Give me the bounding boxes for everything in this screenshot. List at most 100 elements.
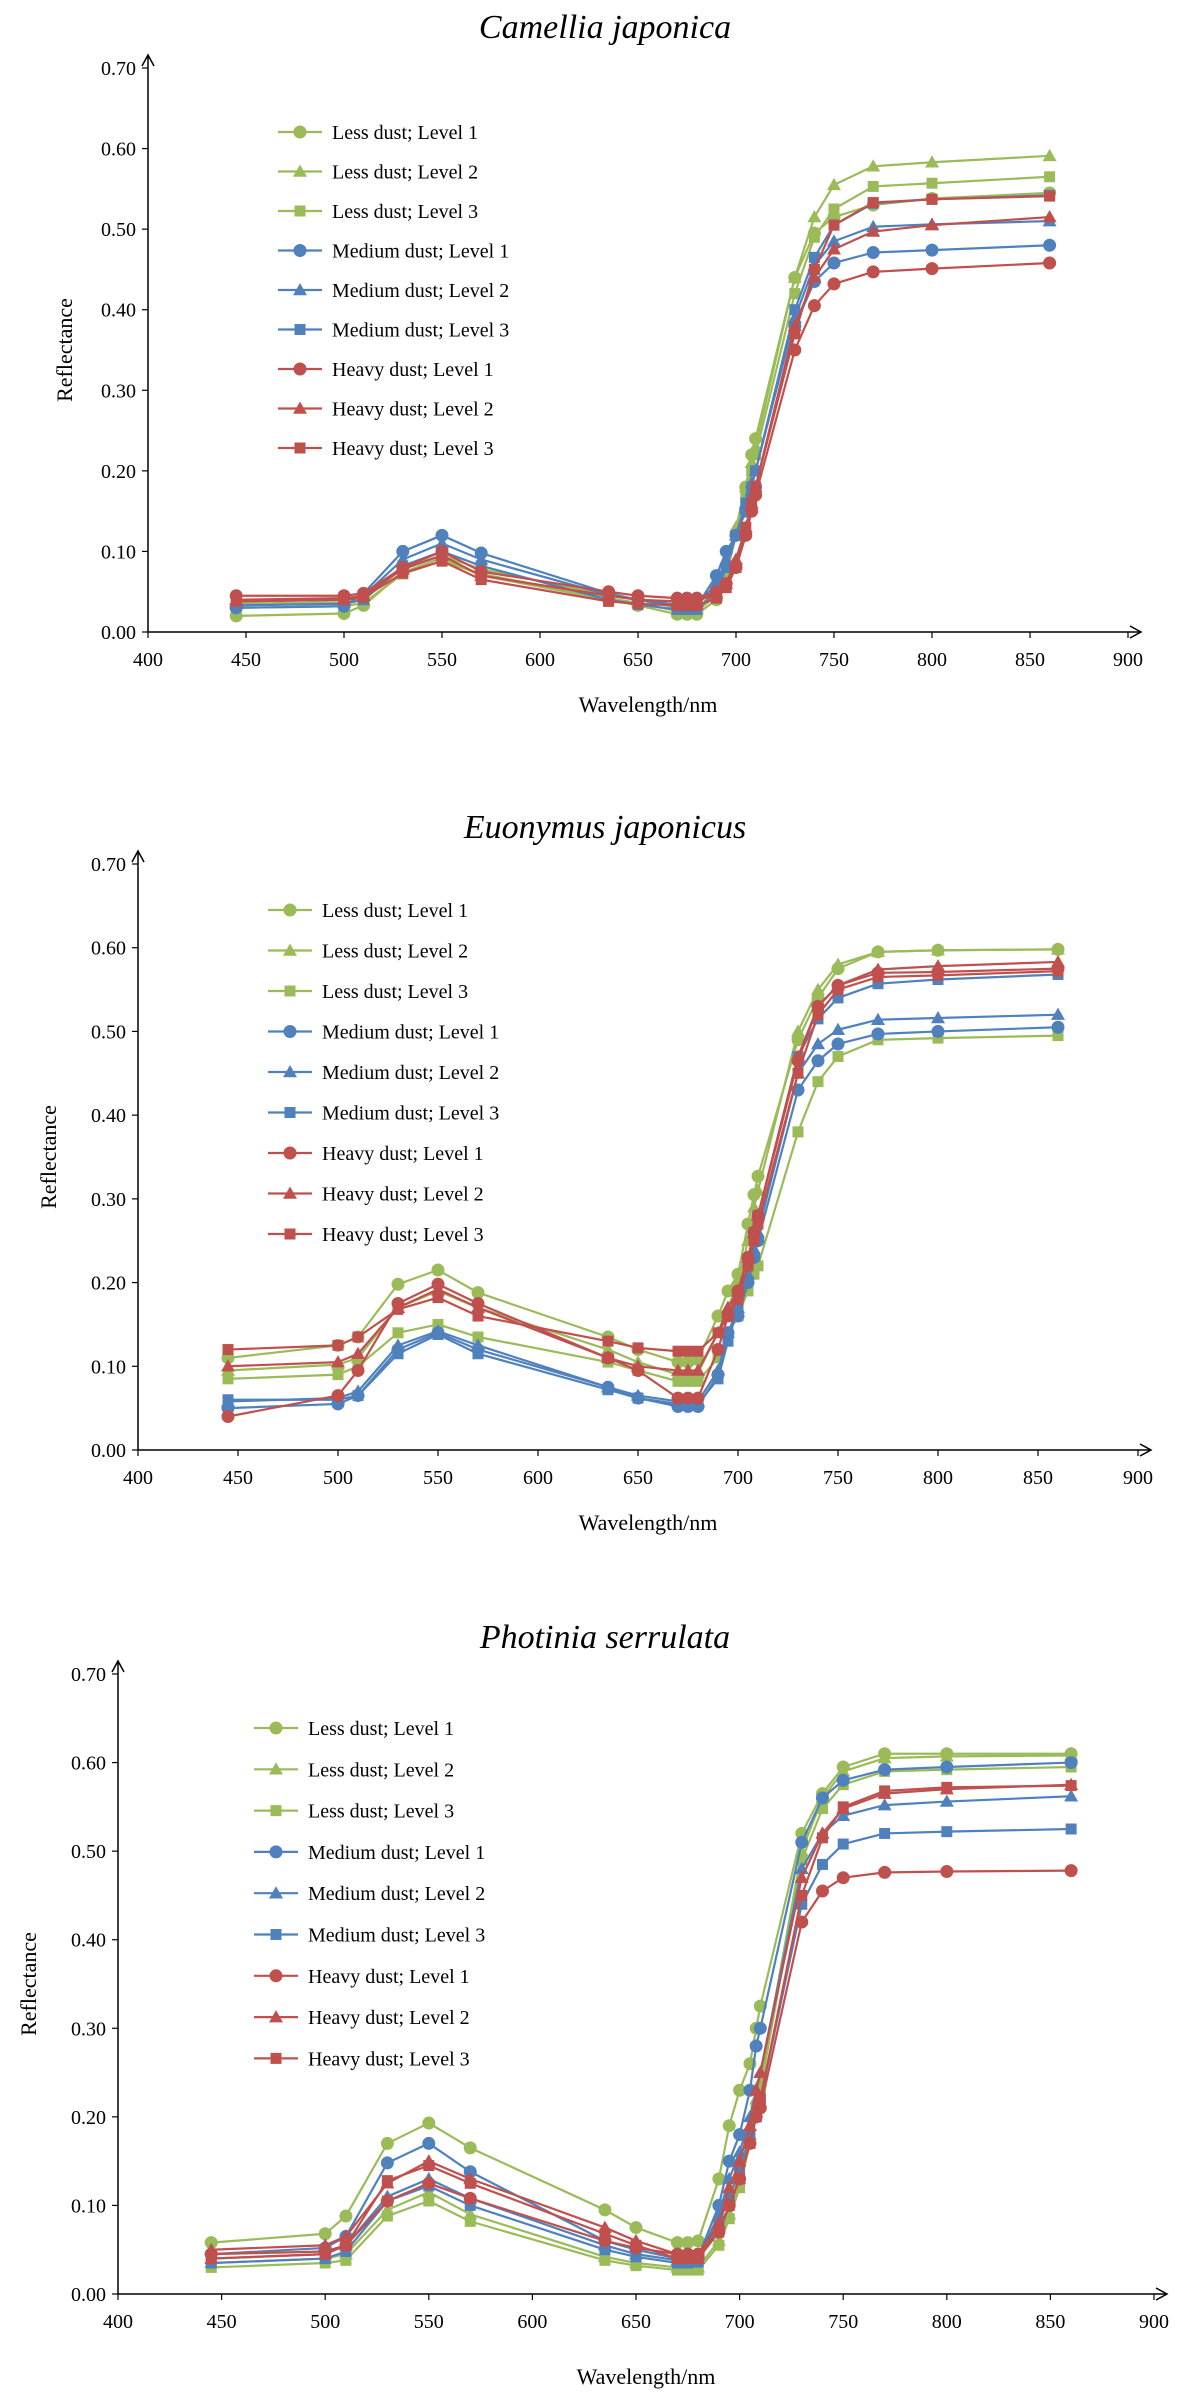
data-point	[796, 1889, 808, 1901]
legend-label: Less dust; Level 3	[308, 1801, 454, 1823]
legend-marker	[284, 1228, 296, 1240]
legend-label: Heavy dust; Level 2	[332, 399, 494, 421]
data-point	[599, 2254, 611, 2266]
legend-label: Medium dust; Level 2	[308, 1883, 485, 1905]
data-point	[941, 1826, 953, 1838]
data-point	[713, 2239, 725, 2251]
data-point	[931, 959, 945, 972]
data-point	[836, 1808, 851, 1821]
data-point	[748, 1268, 760, 1280]
x-tick-label: 900	[1123, 1467, 1153, 1489]
legend-label: Less dust; Level 1	[332, 122, 478, 144]
data-point	[221, 1410, 235, 1424]
legend-item: Medium dust; Level 2	[278, 280, 509, 302]
data-point	[827, 242, 841, 255]
data-point	[832, 984, 844, 996]
data-point	[431, 1263, 445, 1277]
legend-label: Medium dust; Level 2	[332, 280, 509, 302]
x-tick-label: 550	[427, 649, 457, 671]
data-point	[753, 2065, 768, 2078]
chart-euonymus-japonicus: Euonymus japonicus 400 450 500 550 600 650 700 7…	[36, 809, 1153, 1535]
data-point	[832, 992, 844, 1004]
data-point	[871, 1012, 885, 1025]
legend-label: Medium dust; Level 2	[322, 1062, 499, 1084]
data-point	[391, 1338, 405, 1351]
data-point	[204, 2242, 219, 2255]
data-point	[436, 555, 448, 567]
legend-marker	[270, 2052, 282, 2064]
legend-item: Less dust; Level 3	[254, 1801, 454, 1823]
y-tick-label: 0.70	[71, 1664, 106, 1686]
data-point	[791, 1049, 805, 1062]
data-point	[431, 1282, 445, 1295]
data-point	[710, 592, 722, 604]
data-point	[722, 1335, 734, 1347]
data-point	[812, 1076, 824, 1088]
data-point	[630, 2251, 642, 2263]
axes: 400 450 500 550 600 650 700 750 800 850 900 0.00 0.1…	[91, 849, 1153, 1489]
data-point	[789, 304, 801, 316]
data-point	[734, 2164, 746, 2176]
legend-item: Medium dust; Level 2	[254, 1883, 485, 1905]
legend-marker	[284, 985, 296, 997]
data-point	[222, 1394, 234, 1406]
data-point	[222, 1344, 234, 1356]
data-point	[602, 1335, 614, 1347]
data-point	[808, 263, 820, 275]
data-point	[1044, 190, 1056, 202]
x-tick-label: 850	[1015, 649, 1045, 671]
y-tick-label: 0.00	[91, 1440, 126, 1462]
data-point	[872, 978, 884, 990]
data-point	[811, 982, 825, 995]
data-point	[722, 1310, 734, 1322]
data-point	[602, 1384, 614, 1396]
x-tick-label: 500	[310, 2311, 340, 2333]
series-less-dust-level-1	[204, 1747, 1078, 2250]
y-tick-label: 0.40	[101, 300, 136, 322]
data-point	[754, 2093, 766, 2105]
x-axis-arrow	[1129, 625, 1143, 639]
data-point	[1043, 238, 1057, 252]
data-point	[723, 2213, 735, 2225]
legend-item: Heavy dust; Level 3	[254, 2048, 470, 2070]
data-point	[753, 2021, 767, 2035]
y-tick-label: 0.30	[71, 2018, 106, 2040]
data-point	[932, 969, 944, 981]
data-point	[222, 1373, 234, 1385]
data-point	[828, 203, 840, 215]
data-point	[391, 1277, 405, 1291]
legend-label: Less dust; Level 1	[322, 900, 468, 922]
legend-label: Medium dust; Level 3	[332, 320, 509, 342]
legend-marker	[283, 1025, 297, 1038]
data-point	[831, 1037, 845, 1051]
data-point	[872, 971, 884, 983]
y-tick-label: 0.10	[71, 2195, 106, 2217]
series-heavy-dust-level-3	[230, 190, 1056, 611]
data-point	[338, 594, 350, 606]
x-tick-label: 400	[123, 1467, 153, 1489]
data-point	[463, 2141, 477, 2155]
data-point	[796, 1898, 808, 1910]
data-point	[722, 2119, 736, 2133]
data-point	[671, 599, 683, 611]
data-point	[682, 1345, 694, 1357]
data-point	[351, 1363, 365, 1377]
chart-title: Camellia japonica	[479, 9, 731, 46]
legend-item: Heavy dust; Level 2	[268, 1184, 484, 1206]
legend-marker	[269, 1721, 283, 1735]
data-point	[380, 2194, 394, 2208]
data-point	[815, 1791, 829, 1805]
data-point	[397, 567, 409, 579]
data-point	[746, 497, 758, 509]
legend-marker	[294, 442, 306, 454]
x-tick-label: 650	[621, 2311, 651, 2333]
data-point	[925, 218, 939, 231]
axes: 400 450 500 550 600 650 700 750 800 850 900 0.00 0.1…	[101, 53, 1143, 671]
data-point	[340, 2254, 352, 2266]
data-point	[729, 552, 743, 565]
data-point	[742, 1260, 754, 1272]
y-tick-label: 0.40	[91, 1105, 126, 1127]
data-point	[381, 2210, 393, 2222]
data-point	[603, 595, 615, 607]
y-axis-arrow	[131, 849, 145, 863]
